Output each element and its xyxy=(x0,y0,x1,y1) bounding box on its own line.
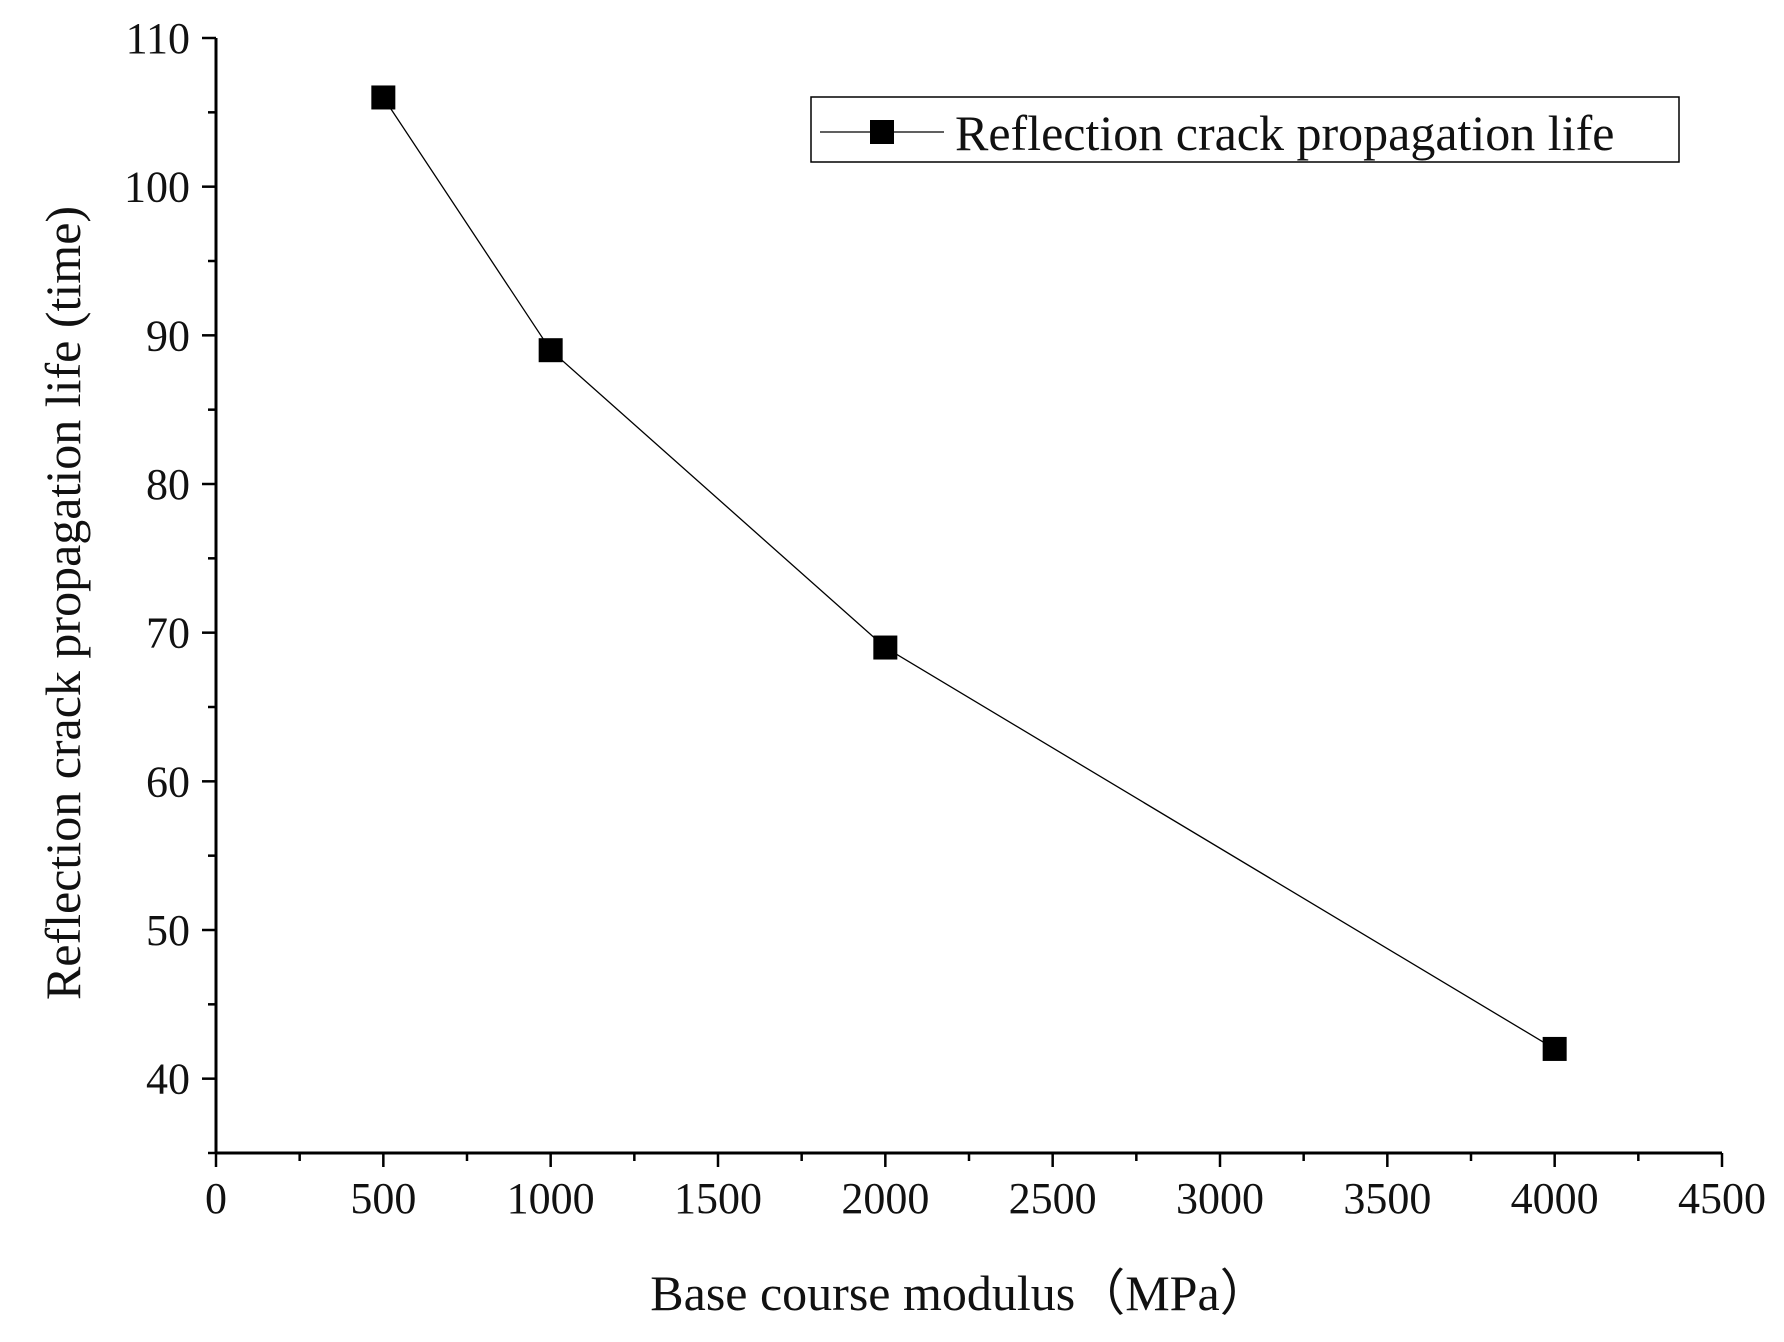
x-tick-label: 3500 xyxy=(1343,1174,1431,1223)
x-ticks: 0 500 1000 1500 2000 2500 3000 3500 4000 4500 xyxy=(205,1153,1766,1223)
axes: 0 500 1000 1500 2000 2500 3000 3500 4000 4500 40 5… xyxy=(124,14,1766,1223)
legend: Reflection crack propagation life xyxy=(810,96,1680,163)
y-tick-label: 110 xyxy=(126,14,190,63)
y-tick-label: 40 xyxy=(146,1055,190,1104)
x-tick-label: 1000 xyxy=(507,1174,595,1223)
x-tick-label: 2500 xyxy=(1009,1174,1097,1223)
series-layer xyxy=(371,85,1567,1061)
legend-label: Reflection crack propagation life xyxy=(955,105,1614,161)
y-tick-label: 90 xyxy=(146,311,190,360)
data-point-marker xyxy=(873,635,898,660)
data-point-marker xyxy=(538,338,563,363)
legend-box xyxy=(810,96,1680,163)
y-tick-label: 70 xyxy=(146,609,190,658)
x-tick-label: 3000 xyxy=(1176,1174,1264,1223)
y-tick-label: 100 xyxy=(124,163,190,212)
y-tick-label: 50 xyxy=(146,906,190,955)
y-ticks: 40 50 60 70 80 90 100 110 xyxy=(124,14,216,1155)
x-tick-label: 4500 xyxy=(1678,1174,1766,1223)
y-tick-label: 80 xyxy=(146,460,190,509)
x-tick-label: 0 xyxy=(205,1174,227,1223)
y-axis-title: Reflection crack propagation life (time) xyxy=(35,206,91,1000)
x-axis-title: Base course modulus（MPa） xyxy=(650,1265,1269,1321)
series-line xyxy=(382,97,1556,1050)
y-tick-label: 60 xyxy=(146,757,190,806)
legend-marker xyxy=(870,120,894,144)
x-tick-label: 4000 xyxy=(1511,1174,1599,1223)
data-point-marker xyxy=(371,85,396,110)
x-tick-label: 1500 xyxy=(674,1174,762,1223)
data-point-marker xyxy=(1542,1036,1567,1061)
x-tick-label: 2000 xyxy=(841,1174,929,1223)
x-tick-label: 500 xyxy=(350,1174,416,1223)
